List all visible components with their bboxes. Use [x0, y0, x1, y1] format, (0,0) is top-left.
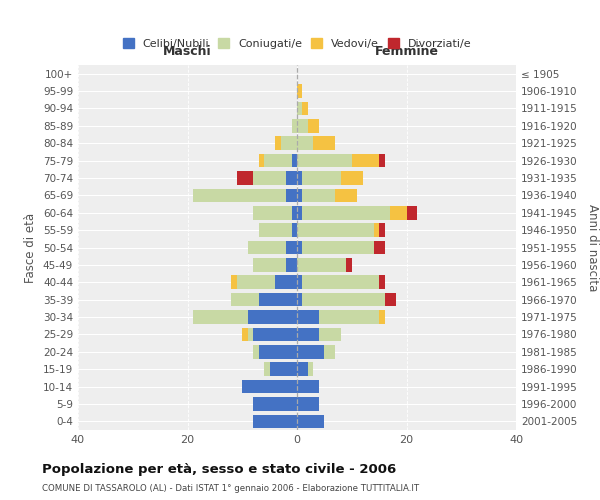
Bar — [341, 171, 362, 185]
Bar — [297, 102, 302, 115]
Bar — [308, 362, 313, 376]
Bar — [253, 206, 292, 220]
Bar — [297, 345, 325, 358]
Bar — [297, 362, 308, 376]
Bar — [297, 224, 374, 237]
Bar — [253, 397, 297, 410]
Bar — [297, 240, 302, 254]
Bar — [302, 171, 341, 185]
Bar — [319, 310, 379, 324]
Bar — [297, 258, 346, 272]
Bar — [242, 380, 297, 394]
Bar — [302, 206, 390, 220]
Bar — [237, 171, 253, 185]
Bar — [232, 276, 237, 289]
Bar — [292, 154, 297, 168]
Bar — [297, 380, 319, 394]
Bar — [264, 362, 269, 376]
Bar — [253, 345, 259, 358]
Bar — [325, 345, 335, 358]
Bar — [379, 224, 385, 237]
Bar — [297, 293, 302, 306]
Bar — [379, 310, 385, 324]
Bar — [281, 136, 297, 150]
Bar — [264, 154, 292, 168]
Bar — [253, 258, 286, 272]
Text: Maschi: Maschi — [163, 44, 212, 58]
Bar — [259, 345, 297, 358]
Bar — [232, 293, 259, 306]
Bar — [193, 310, 248, 324]
Bar — [390, 206, 407, 220]
Bar — [259, 154, 264, 168]
Bar — [302, 293, 385, 306]
Bar — [253, 328, 297, 341]
Bar — [269, 362, 297, 376]
Bar — [302, 240, 374, 254]
Bar — [292, 119, 297, 132]
Bar — [275, 276, 297, 289]
Bar — [297, 397, 319, 410]
Bar — [297, 328, 319, 341]
Text: Femmine: Femmine — [374, 44, 439, 58]
Bar — [275, 136, 281, 150]
Bar — [297, 206, 302, 220]
Bar — [259, 224, 292, 237]
Bar — [407, 206, 418, 220]
Bar — [193, 188, 286, 202]
Bar — [308, 119, 319, 132]
Bar — [259, 293, 297, 306]
Text: COMUNE DI TASSAROLO (AL) - Dati ISTAT 1° gennaio 2006 - Elaborazione TUTTITALIA.: COMUNE DI TASSAROLO (AL) - Dati ISTAT 1°… — [42, 484, 419, 493]
Bar — [286, 258, 297, 272]
Bar — [297, 310, 319, 324]
Bar — [242, 328, 248, 341]
Bar — [253, 414, 297, 428]
Bar — [297, 154, 352, 168]
Bar — [253, 171, 286, 185]
Bar — [237, 276, 275, 289]
Bar — [379, 276, 385, 289]
Bar — [297, 414, 325, 428]
Bar — [302, 276, 379, 289]
Bar — [286, 171, 297, 185]
Bar — [297, 136, 313, 150]
Bar — [297, 276, 302, 289]
Bar — [248, 240, 286, 254]
Bar — [319, 328, 341, 341]
Bar — [313, 136, 335, 150]
Legend: Celibi/Nubili, Coniugati/e, Vedovi/e, Divorziati/e: Celibi/Nubili, Coniugati/e, Vedovi/e, Di… — [118, 34, 476, 54]
Bar — [379, 154, 385, 168]
Bar — [352, 154, 379, 168]
Bar — [302, 188, 335, 202]
Bar — [297, 119, 308, 132]
Bar — [374, 224, 379, 237]
Y-axis label: Anni di nascita: Anni di nascita — [586, 204, 599, 291]
Bar — [286, 240, 297, 254]
Y-axis label: Fasce di età: Fasce di età — [25, 212, 37, 282]
Bar — [286, 188, 297, 202]
Bar — [335, 188, 357, 202]
Bar — [302, 102, 308, 115]
Bar — [297, 171, 302, 185]
Bar — [385, 293, 395, 306]
Bar — [292, 206, 297, 220]
Bar — [292, 224, 297, 237]
Bar — [297, 188, 302, 202]
Bar — [248, 310, 297, 324]
Text: Popolazione per età, sesso e stato civile - 2006: Popolazione per età, sesso e stato civil… — [42, 462, 396, 475]
Bar — [248, 328, 253, 341]
Bar — [374, 240, 385, 254]
Bar — [346, 258, 352, 272]
Bar — [297, 84, 302, 98]
